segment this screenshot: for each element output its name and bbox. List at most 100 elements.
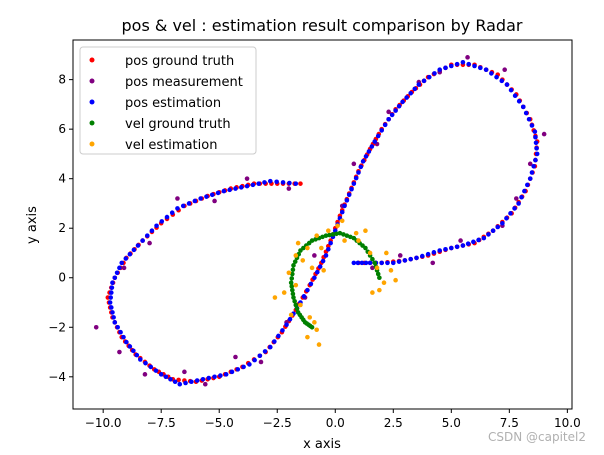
legend-label: vel estimation [125,138,217,153]
data-point [532,129,538,134]
data-point [293,302,299,308]
data-point [534,146,539,151]
data-point [319,245,324,251]
data-point [289,284,295,289]
data-point [335,223,340,229]
data-point [118,329,123,335]
data-point [377,287,382,293]
series-pos-estimation [107,59,540,387]
data-point [533,134,538,140]
data-point [504,82,510,87]
data-point [314,269,320,275]
data-point [124,339,129,345]
data-point [286,270,292,276]
data-point [115,324,120,330]
data-point [471,239,476,245]
legend-marker [89,78,95,84]
data-point [121,334,126,340]
data-point [349,186,354,192]
data-point [363,154,369,159]
data-point [355,260,361,266]
data-point [426,74,432,80]
data-point [288,312,294,318]
data-point [379,260,384,266]
data-point [396,259,402,264]
data-point [370,256,375,262]
data-point [372,139,378,144]
data-point [272,339,277,344]
data-point [298,181,303,186]
data-point [305,334,310,340]
data-point [305,245,310,251]
data-point [250,182,256,188]
data-point [334,231,339,237]
data-point [194,378,200,383]
data-point [233,354,238,360]
data-point [534,151,540,157]
data-point [140,238,145,243]
watermark: CSDN @capitel2 [488,430,586,444]
data-point [351,260,357,266]
data-point [481,235,487,241]
data-point [176,377,181,383]
data-point [131,348,136,354]
data-point [209,192,215,198]
data-point [449,245,454,251]
data-point [202,381,208,387]
data-point [351,161,357,167]
legend-label: pos measurement [125,75,243,90]
data-point [227,187,232,193]
data-point [108,305,114,310]
legend: pos ground truth pos measurement pos estim… [79,46,257,155]
data-point [512,206,517,211]
data-point [317,264,323,269]
data-point [512,93,518,99]
data-point [229,369,235,375]
legend-marker [89,141,95,147]
data-point [143,360,148,366]
data-point [513,196,519,201]
data-point [478,65,483,71]
data-point [276,333,281,339]
data-point [341,232,346,237]
data-point [142,372,148,377]
data-point [337,230,343,236]
data-point [164,214,170,220]
data-point [465,241,471,246]
x-tick-label: −2.5 [263,416,292,430]
legend-marker [89,120,95,126]
data-point [356,238,361,243]
y-tick-label: −2 [48,320,66,334]
data-point [508,87,514,93]
data-point [381,280,387,285]
data-point [281,290,287,295]
data-point [323,233,329,238]
data-point [148,364,154,370]
data-point [393,277,398,283]
data-point [408,256,413,262]
data-point [154,223,159,229]
data-point [131,247,137,253]
data-point [149,228,155,233]
data-point [420,253,425,259]
data-point [316,342,322,347]
data-point [262,180,267,185]
data-point [292,298,297,304]
data-point [529,170,535,175]
data-point [121,265,127,271]
data-point [416,82,422,87]
data-point [502,67,507,73]
data-point [293,253,299,258]
data-point [466,61,472,67]
legend-label: pos estimation [125,96,221,111]
data-point [353,230,359,236]
data-point [215,190,221,196]
data-point [127,251,133,257]
series-vel-ground-truth [288,230,382,330]
data-point [375,133,381,139]
data-point [183,380,188,386]
data-point [163,374,169,380]
data-point [107,300,113,305]
data-point [516,98,522,104]
